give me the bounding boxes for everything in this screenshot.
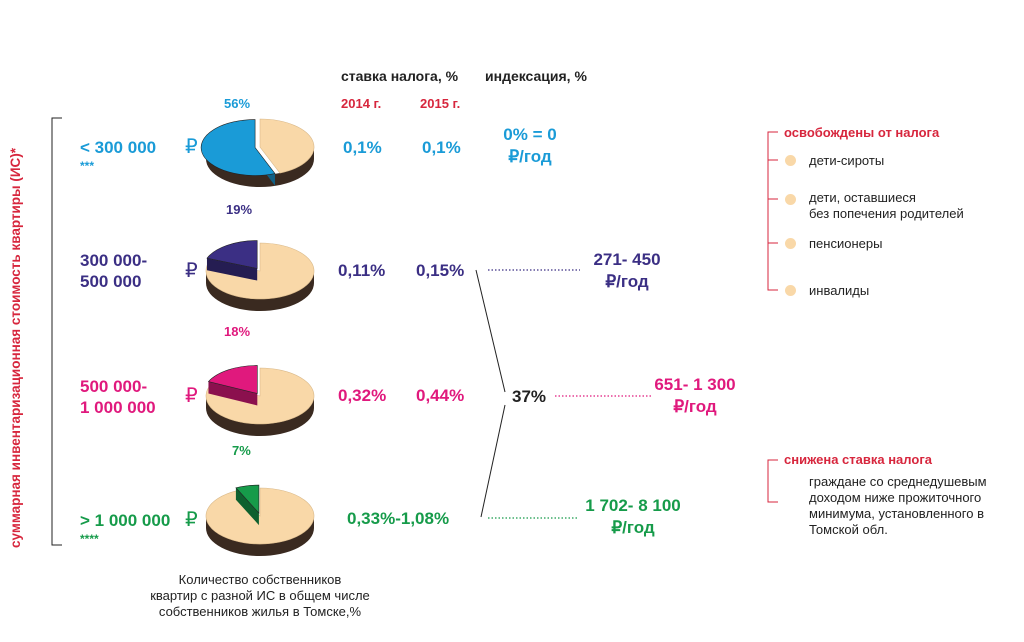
caption-line: Количество собственников bbox=[178, 572, 342, 587]
bullet-dot bbox=[785, 155, 796, 166]
indexation-line: ₽/год bbox=[508, 147, 552, 166]
item-line: без попечения родителей bbox=[809, 206, 964, 221]
bullet-dot bbox=[785, 194, 796, 205]
rate-2014-row2: 0,11% bbox=[338, 261, 386, 280]
footnote-stars-row1: *** bbox=[80, 159, 95, 173]
exempt-item-pensioners: пенсионеры bbox=[809, 236, 882, 252]
pie-rest-slice bbox=[205, 487, 315, 545]
caption-line: собственников жилья в Томске,% bbox=[158, 604, 362, 619]
year-2014-label: 2014 г. bbox=[341, 96, 382, 111]
indexation-line: ₽/год bbox=[605, 272, 649, 291]
ruble-sign-row1: ₽ bbox=[185, 136, 198, 158]
pie-rest-slice bbox=[205, 242, 315, 300]
indexation-row4: 1 702- 8 100 ₽/год bbox=[578, 495, 688, 539]
range-label-row3: 500 000- 1 000 000 bbox=[80, 376, 156, 418]
indexation-row3: 651- 1 300 ₽/год bbox=[640, 374, 750, 418]
vertical-axis-label: суммарная инвентаризационная стоимость к… bbox=[8, 147, 23, 548]
range-label-row1: < 300 000 bbox=[80, 137, 156, 158]
pie-share-label-row2: 19% bbox=[226, 202, 253, 217]
pie-share-slice bbox=[206, 240, 258, 269]
reduced-line: граждане со среднедушевым bbox=[809, 474, 987, 489]
rate-2014-row3: 0,32% bbox=[338, 386, 387, 405]
rate-2015-row1: 0,1% bbox=[422, 138, 461, 157]
pie-share-label-row1: 56% bbox=[224, 96, 251, 111]
chart-caption: Количество собственников квартир с разно… bbox=[130, 572, 390, 620]
connector-line-top bbox=[475, 269, 506, 393]
reduced-bracket bbox=[767, 459, 778, 503]
exempt-title: освобождены от налога bbox=[784, 125, 940, 140]
range-line: 300 000- bbox=[80, 251, 148, 270]
range-label-row4: > 1 000 000 bbox=[80, 510, 170, 531]
reduced-line: минимума, установленного в bbox=[809, 506, 984, 521]
range-line: > 1 000 000 bbox=[80, 511, 171, 530]
pie-share-slice bbox=[207, 365, 258, 394]
pie-rim bbox=[206, 147, 314, 187]
indexation-header: индексация, % bbox=[485, 68, 587, 84]
exempt-item-disabled: инвалиды bbox=[809, 283, 869, 299]
rate-2015-row3: 0,44% bbox=[416, 386, 465, 405]
range-line: 500 000- bbox=[80, 377, 148, 396]
rate-2015-row2: 0,15% bbox=[416, 261, 465, 280]
item-line: пенсионеры bbox=[809, 236, 883, 251]
ruble-sign-row2: ₽ bbox=[185, 260, 198, 282]
pie-share-label-row4: 7% bbox=[232, 443, 251, 458]
ruble-sign-row4: ₽ bbox=[185, 509, 198, 531]
pie-rim bbox=[206, 396, 314, 436]
exempt-item-children-without-care: дети, оставшиеся без попечения родителей bbox=[809, 190, 964, 222]
indexation-line: 271- 450 bbox=[593, 250, 661, 269]
rate-header: ставка налога, % bbox=[341, 68, 459, 84]
reduced-line: доходом ниже прожиточного bbox=[809, 490, 982, 505]
caption-line: квартир с разной ИС в общем числе bbox=[150, 588, 370, 603]
reduced-title: снижена ставка налога bbox=[784, 452, 932, 467]
indexation-line: 1 702- 8 100 bbox=[585, 496, 681, 515]
indexation-line: ₽/год bbox=[611, 518, 655, 537]
exempt-bracket bbox=[767, 131, 778, 291]
connector-line-bottom bbox=[480, 404, 506, 518]
footnote-stars-row4: **** bbox=[80, 532, 99, 546]
item-line: инвалиды bbox=[809, 283, 870, 298]
item-line: дети, оставшиеся bbox=[809, 190, 916, 205]
range-line: < 300 000 bbox=[80, 138, 157, 157]
range-label-row2: 300 000- 500 000 bbox=[80, 250, 147, 292]
pie-share-slice bbox=[235, 484, 260, 514]
range-bracket bbox=[51, 117, 62, 546]
indexation-row2: 271- 450 ₽/год bbox=[572, 249, 682, 293]
rate-combined-row4: 0,33%-1,08% bbox=[347, 509, 450, 528]
bullet-dot bbox=[785, 285, 796, 296]
pie-share-slice bbox=[200, 119, 276, 176]
pie-rim bbox=[206, 271, 314, 311]
range-line: 1 000 000 bbox=[80, 398, 156, 417]
ruble-sign-row3: ₽ bbox=[185, 385, 198, 407]
pie-slice-side bbox=[206, 258, 258, 281]
middle-indexation-percent: 37% bbox=[512, 387, 547, 406]
reduced-description: граждане со среднедушевым доходом ниже п… bbox=[809, 474, 987, 538]
exempt-item-orphans: дети-сироты bbox=[809, 153, 884, 169]
indexation-line: ₽/год bbox=[673, 397, 717, 416]
pie-rim bbox=[206, 516, 314, 556]
pie-rest-slice bbox=[259, 118, 315, 174]
bullet-dot bbox=[785, 238, 796, 249]
pie-slice-side bbox=[208, 381, 258, 406]
indexation-line: 651- 1 300 bbox=[654, 375, 736, 394]
pie-rest-slice bbox=[205, 367, 315, 425]
rate-2014-row1: 0,1% bbox=[343, 138, 382, 157]
reduced-line: Томской обл. bbox=[809, 522, 888, 537]
item-line: дети-сироты bbox=[809, 153, 885, 168]
range-line: 500 000 bbox=[80, 272, 142, 291]
pie-share-label-row3: 18% bbox=[224, 324, 251, 339]
year-2015-label: 2015 г. bbox=[420, 96, 461, 111]
indexation-line: 0% = 0 bbox=[503, 125, 557, 144]
pie-slice-side bbox=[235, 487, 259, 526]
indexation-row1: 0% = 0 ₽/год bbox=[480, 124, 580, 168]
